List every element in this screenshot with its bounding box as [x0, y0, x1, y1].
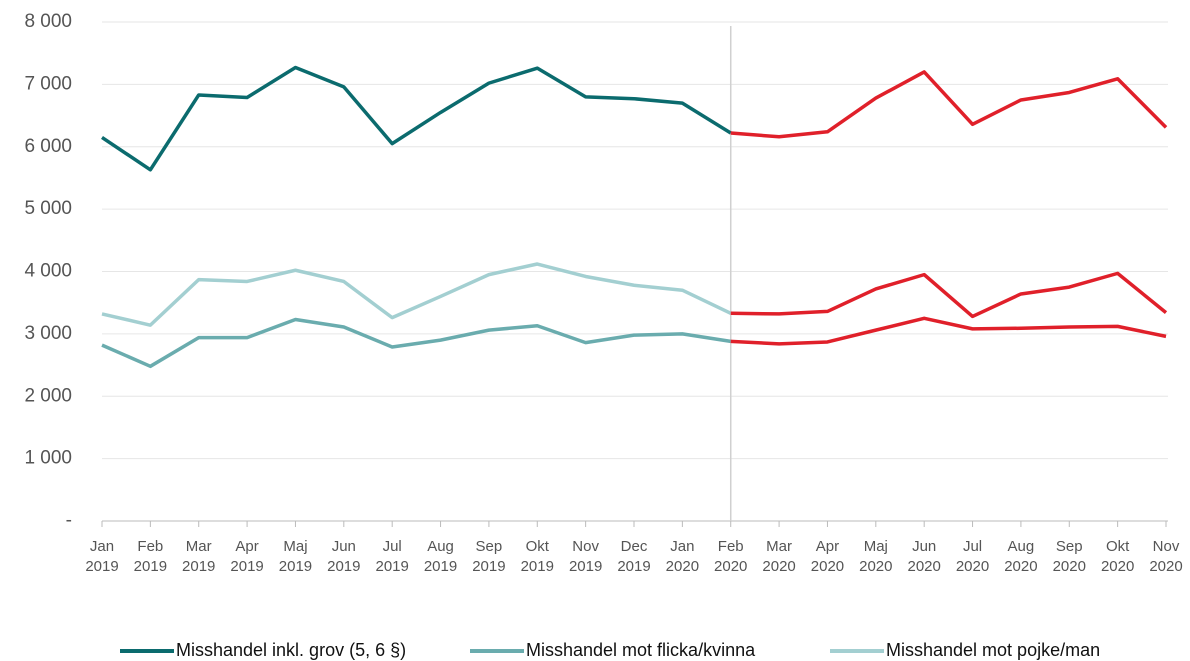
x-tick-label: Feb 2019 — [134, 538, 167, 575]
x-tick-label: Okt 2020 — [1101, 538, 1134, 575]
x-tick-label: Jun 2019 — [327, 538, 360, 575]
x-tick-label: Nov 2020 — [1149, 538, 1182, 575]
y-tick-label: 8 000 — [24, 11, 72, 32]
x-tick-label: Apr 2019 — [230, 538, 263, 575]
y-tick-label: 7 000 — [24, 73, 72, 94]
series-line — [730, 316, 1167, 346]
y-tick-label: 1 000 — [24, 448, 72, 469]
x-tick-label: Sep 2019 — [472, 538, 505, 575]
x-tick-label: Jul 2019 — [375, 538, 408, 575]
series-line — [730, 271, 1168, 319]
x-tick-label: Maj 2020 — [859, 538, 892, 575]
x-tick-label: Jun 2020 — [907, 538, 940, 575]
x-tick-label: Mar 2019 — [182, 538, 215, 575]
x-tick-label: Jul 2020 — [956, 538, 989, 575]
series-line — [730, 70, 1168, 139]
x-tick-label: Apr 2020 — [811, 538, 844, 575]
series-line — [101, 317, 731, 369]
x-tick-label: Sep 2020 — [1053, 538, 1086, 575]
x-tick-label: Aug 2020 — [1004, 538, 1037, 575]
y-tick-label: 6 000 — [24, 136, 72, 157]
legend-label: Misshandel mot flicka/kvinna — [526, 640, 756, 660]
legend-label: Misshandel inkl. grov (5, 6 §) — [176, 640, 406, 660]
legend-label: Misshandel mot pojke/man — [886, 640, 1100, 660]
series-line — [101, 262, 732, 327]
x-tick-label: Dec 2019 — [617, 538, 650, 575]
y-tick-label: 5 000 — [24, 198, 72, 219]
y-tick-label: 4 000 — [24, 261, 72, 282]
y-tick-label: 3 000 — [24, 323, 72, 344]
x-tick-label: Maj 2019 — [279, 538, 312, 575]
series-line — [101, 65, 732, 172]
x-tick-label: Jan 2020 — [666, 538, 699, 575]
y-tick-label: - — [66, 510, 72, 531]
x-tick-label: Aug 2019 — [424, 538, 457, 575]
x-tick-label: Mar 2020 — [762, 538, 795, 575]
x-tick-label: Nov 2019 — [569, 538, 602, 575]
y-tick-label: 2 000 — [24, 385, 72, 406]
x-tick-label: Jan 2019 — [85, 538, 118, 575]
x-tick-label: Okt 2019 — [521, 538, 554, 575]
x-tick-label: Feb 2020 — [714, 538, 747, 575]
